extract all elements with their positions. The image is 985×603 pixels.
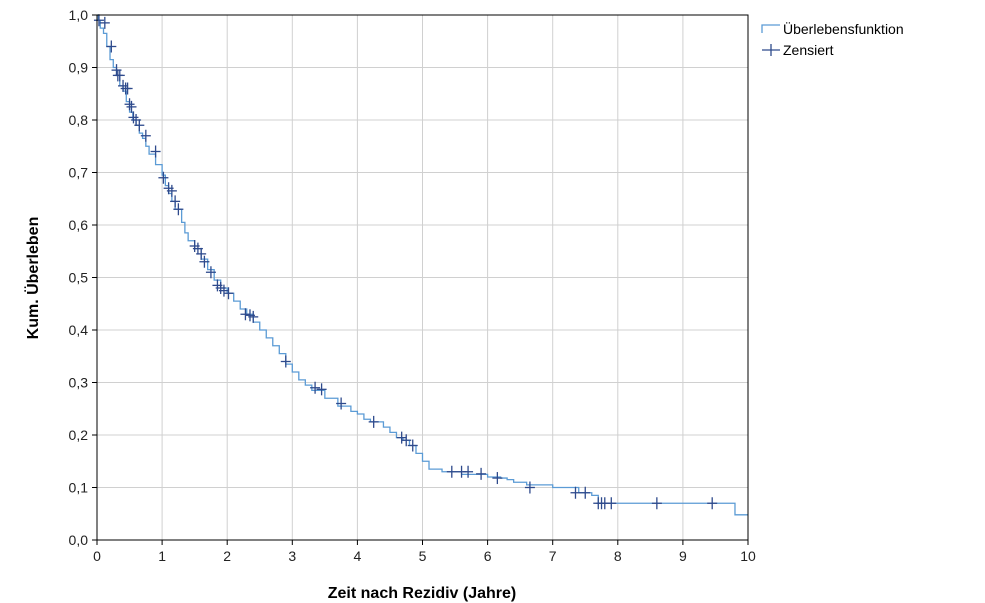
- legend-censor-label: Zensiert: [783, 42, 834, 58]
- censor-mark: [124, 98, 135, 111]
- censor-mark: [407, 439, 418, 452]
- censor-mark: [106, 40, 117, 53]
- censor-mark: [218, 284, 229, 297]
- censor-mark: [223, 287, 234, 300]
- legend-survival-swatch: [761, 24, 780, 33]
- x-tick-label: 0: [93, 548, 101, 564]
- censor-mark: [122, 82, 133, 95]
- y-tick-label: 0,4: [69, 322, 89, 338]
- censor-mark: [396, 431, 407, 444]
- x-tick-label: 1: [158, 548, 166, 564]
- censor-mark: [196, 247, 207, 260]
- legend-survival-label: Überlebensfunktion: [783, 20, 904, 37]
- censor-marks: [93, 14, 718, 510]
- censor-mark: [126, 100, 137, 113]
- censor-mark: [280, 355, 291, 368]
- censor-mark: [240, 308, 251, 321]
- censor-mark: [310, 381, 321, 394]
- y-tick-label: 0,1: [69, 480, 89, 496]
- censor-mark: [170, 195, 181, 208]
- censor-mark: [150, 145, 161, 158]
- censor-mark: [492, 472, 503, 485]
- censor-mark: [401, 434, 412, 447]
- censor-mark: [114, 69, 125, 82]
- y-tick-label: 0,6: [69, 217, 89, 233]
- x-tick-label: 6: [484, 548, 492, 564]
- censor-mark: [140, 129, 151, 142]
- y-tick-label: 0,3: [69, 375, 89, 391]
- y-tick-label: 1,0: [69, 7, 89, 23]
- y-tick-label: 0,0: [69, 532, 89, 548]
- legend: Überlebensfunktion Zensiert: [761, 20, 904, 58]
- censor-mark: [158, 171, 169, 184]
- censor-mark: [93, 14, 104, 27]
- x-tick-label: 3: [288, 548, 296, 564]
- x-axis-title: Zeit nach Rezidiv (Jahre): [328, 585, 517, 602]
- censor-mark: [118, 79, 129, 92]
- x-tick-label: 7: [549, 548, 557, 564]
- censor-mark: [248, 310, 259, 323]
- y-tick-label: 0,7: [69, 165, 89, 181]
- x-tick-label: 9: [679, 548, 687, 564]
- censor-mark: [651, 497, 662, 510]
- x-tick-label: 4: [354, 548, 362, 564]
- y-tick-label: 0,2: [69, 427, 89, 443]
- x-tick-label: 10: [740, 548, 756, 564]
- censor-mark: [134, 119, 145, 132]
- censor-mark: [570, 486, 581, 499]
- censor-mark: [166, 184, 177, 197]
- censor-mark: [99, 16, 110, 29]
- censor-mark: [205, 266, 216, 279]
- x-tick-label: 8: [614, 548, 622, 564]
- x-tick-label: 5: [419, 548, 427, 564]
- censor-mark: [524, 481, 535, 494]
- censor-mark: [316, 383, 327, 396]
- censor-mark: [707, 497, 718, 510]
- y-tick-label: 0,9: [69, 60, 89, 76]
- censor-mark: [336, 397, 347, 410]
- censor-mark: [173, 203, 184, 216]
- censor-mark: [476, 467, 487, 480]
- axis-ticks: 0 1 2 3 4 5 6 7 8 9 10 0,0 0,1 0,2 0,3 0,4 0,5 0,6 0,7 0,8 0…: [69, 7, 756, 564]
- y-tick-label: 0,8: [69, 112, 89, 128]
- y-tick-label: 0,5: [69, 270, 89, 286]
- censor-mark: [446, 465, 457, 478]
- censor-mark: [128, 111, 139, 124]
- censor-mark: [199, 255, 210, 268]
- censor-mark: [463, 465, 474, 478]
- censor-mark: [606, 497, 617, 510]
- censor-mark: [580, 486, 591, 499]
- y-axis-title: Kum. Überleben: [23, 217, 42, 340]
- censor-mark: [368, 415, 379, 428]
- x-tick-label: 2: [223, 548, 231, 564]
